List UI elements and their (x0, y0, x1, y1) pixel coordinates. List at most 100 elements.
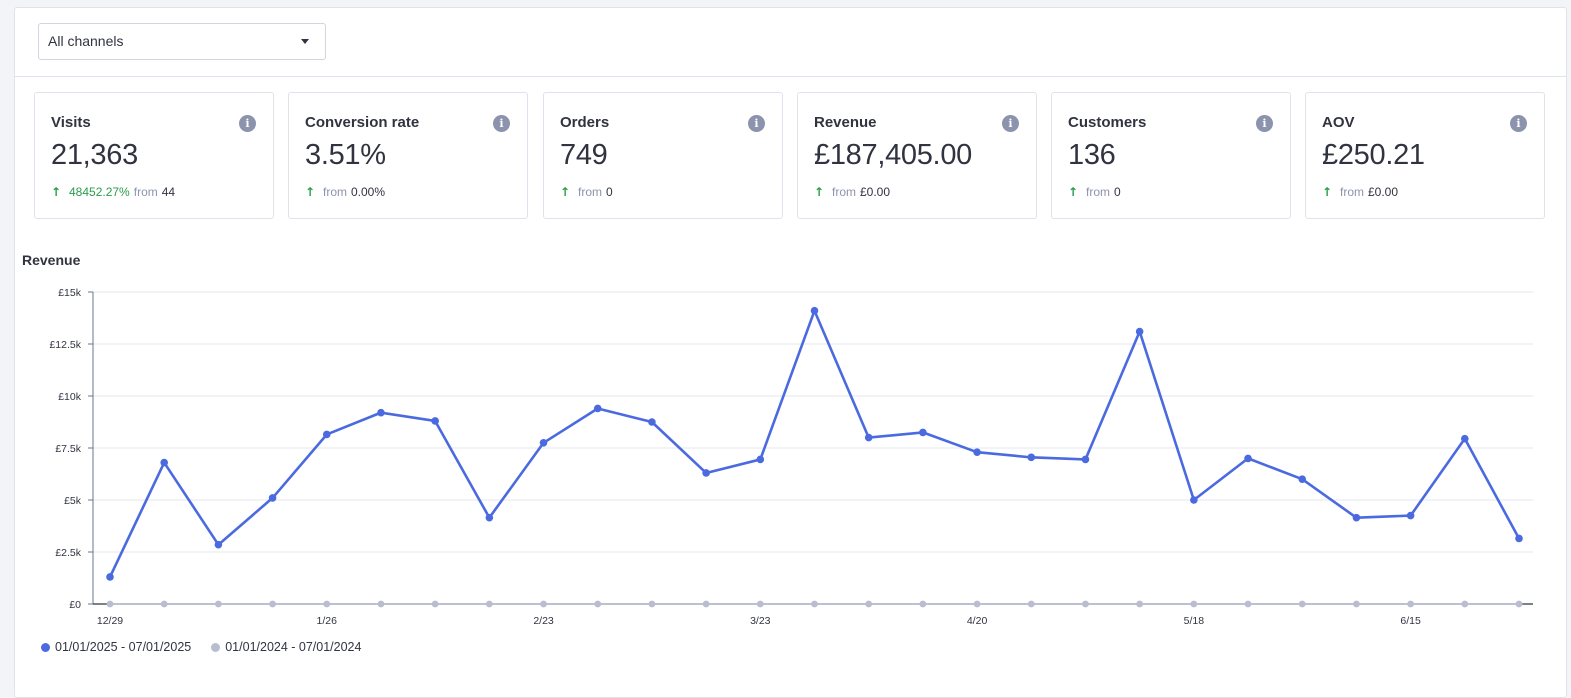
series-line-current (108, 309, 1521, 578)
info-icon[interactable]: i (1002, 115, 1019, 132)
info-icon[interactable]: i (1510, 115, 1527, 132)
data-point-current (1298, 475, 1307, 484)
data-point-previous (1515, 600, 1523, 608)
caret-down-icon (301, 39, 309, 44)
kpi-delta-from-value: 44 (161, 185, 176, 199)
kpi-delta-from-label: from (1340, 185, 1364, 199)
kpi-title: Customers (1068, 114, 1147, 131)
kpi-delta: ↑ from 0 (560, 185, 613, 199)
kpi-delta-percent: 48452.27% (69, 185, 130, 199)
kpi-title: AOV (1322, 114, 1355, 131)
kpi-title: Orders (560, 114, 610, 131)
x-tick-label: 2/23 (533, 615, 554, 627)
kpi-title: Visits (51, 114, 91, 131)
data-point-current (1081, 455, 1090, 464)
kpi-card-visits: Visits i 21,363 ↑ 48452.27% from 44 (34, 92, 274, 219)
data-point-previous (1353, 600, 1360, 608)
kpi-value: £250.21 (1322, 139, 1425, 171)
data-point-current (1190, 496, 1198, 504)
kpi-card-conversion-rate: Conversion rate i 3.51% ↑ from 0.00% (288, 92, 528, 219)
data-point-previous (756, 600, 764, 608)
kpi-card-customers: Customers i 136 ↑ from 0 (1051, 92, 1291, 219)
data-point-previous (431, 600, 439, 608)
data-point-current (593, 404, 602, 413)
data-point-previous (540, 600, 547, 608)
x-tick-label: 12/29 (97, 615, 123, 627)
kpi-value: 3.51% (305, 139, 386, 171)
kpi-delta: ↑ from £0.00 (1322, 185, 1398, 199)
kpi-delta: ↑ 48452.27% from 44 (51, 185, 175, 199)
info-icon[interactable]: i (239, 115, 256, 132)
data-point-previous (485, 600, 493, 608)
y-tick-label: £0 (69, 599, 81, 611)
legend-label-previous: 01/01/2024 - 07/01/2024 (225, 640, 362, 654)
kpi-title: Revenue (814, 114, 877, 131)
data-point-current (485, 513, 494, 522)
kpi-delta-from-label: from (578, 185, 602, 199)
legend-dot-previous (211, 642, 221, 652)
x-tick-label: 4/20 (967, 615, 988, 627)
kpi-delta-from-value: 0 (1114, 185, 1121, 199)
y-tick-label: £5k (64, 495, 82, 507)
kpi-delta: ↑ from 0 (1068, 185, 1121, 199)
data-point-previous (702, 600, 710, 608)
x-tick-label: 5/18 (1184, 615, 1205, 627)
data-point-previous (377, 600, 385, 608)
arrow-up-icon: ↑ (305, 185, 316, 199)
info-icon[interactable]: i (1256, 115, 1273, 132)
kpi-card-revenue: Revenue i £187,405.00 ↑ from £0.00 (797, 92, 1037, 219)
arrow-up-icon: ↑ (1322, 185, 1333, 199)
data-point-previous (1190, 600, 1198, 608)
data-point-current (648, 418, 656, 426)
channel-select[interactable]: All channels (38, 23, 326, 60)
data-point-current (539, 439, 548, 447)
data-point-current (1135, 327, 1144, 336)
data-point-current (973, 448, 981, 456)
info-icon[interactable]: i (748, 115, 765, 132)
data-point-previous (1461, 600, 1469, 608)
info-icon[interactable]: i (493, 115, 510, 132)
legend-dot-current (41, 642, 50, 652)
arrow-up-icon: ↑ (814, 185, 825, 199)
data-point-previous (1244, 600, 1252, 608)
kpi-value: 749 (560, 139, 608, 171)
x-tick-label: 6/15 (1400, 615, 1421, 627)
kpi-delta: ↑ from 0.00% (305, 185, 385, 199)
chart-legend: 01/01/2025 - 07/01/2025 01/01/2024 - 07/… (41, 640, 361, 654)
kpi-value: £187,405.00 (814, 139, 972, 171)
kpi-delta-from-label: from (323, 185, 347, 199)
data-point-current (377, 408, 385, 417)
data-point-previous (919, 600, 927, 608)
data-point-previous (1027, 600, 1035, 608)
kpi-card-orders: Orders i 749 ↑ from 0 (543, 92, 783, 219)
data-point-current (810, 306, 819, 315)
data-point-current (1027, 453, 1036, 462)
data-point-previous (1298, 600, 1306, 608)
data-point-previous (594, 600, 602, 608)
filter-bar: All channels (15, 8, 1566, 77)
data-point-current (702, 469, 710, 477)
x-tick-label: 3/23 (750, 615, 771, 627)
kpi-value: 136 (1068, 139, 1116, 171)
channel-select-value: All channels (48, 33, 124, 49)
data-point-current (1244, 454, 1252, 463)
data-point-previous (811, 600, 818, 608)
data-point-previous (214, 600, 222, 608)
data-point-current (1406, 511, 1415, 520)
data-point-current (864, 433, 873, 442)
y-tick-label: £2.5k (55, 547, 81, 559)
data-point-previous (269, 600, 276, 608)
data-point-current (1461, 434, 1469, 443)
kpi-title: Conversion rate (305, 114, 420, 131)
kpi-delta-from-label: from (832, 185, 856, 199)
data-point-previous (973, 600, 981, 608)
legend-item-previous[interactable]: 01/01/2024 - 07/01/2024 (211, 640, 361, 654)
y-tick-label: £12.5k (49, 339, 81, 351)
data-point-previous (323, 600, 331, 608)
data-point-current (160, 458, 168, 467)
data-point-current (214, 540, 223, 549)
legend-item-current[interactable]: 01/01/2025 - 07/01/2025 (41, 640, 191, 654)
chart-title: Revenue (22, 252, 81, 268)
kpi-value: 21,363 (51, 139, 138, 171)
